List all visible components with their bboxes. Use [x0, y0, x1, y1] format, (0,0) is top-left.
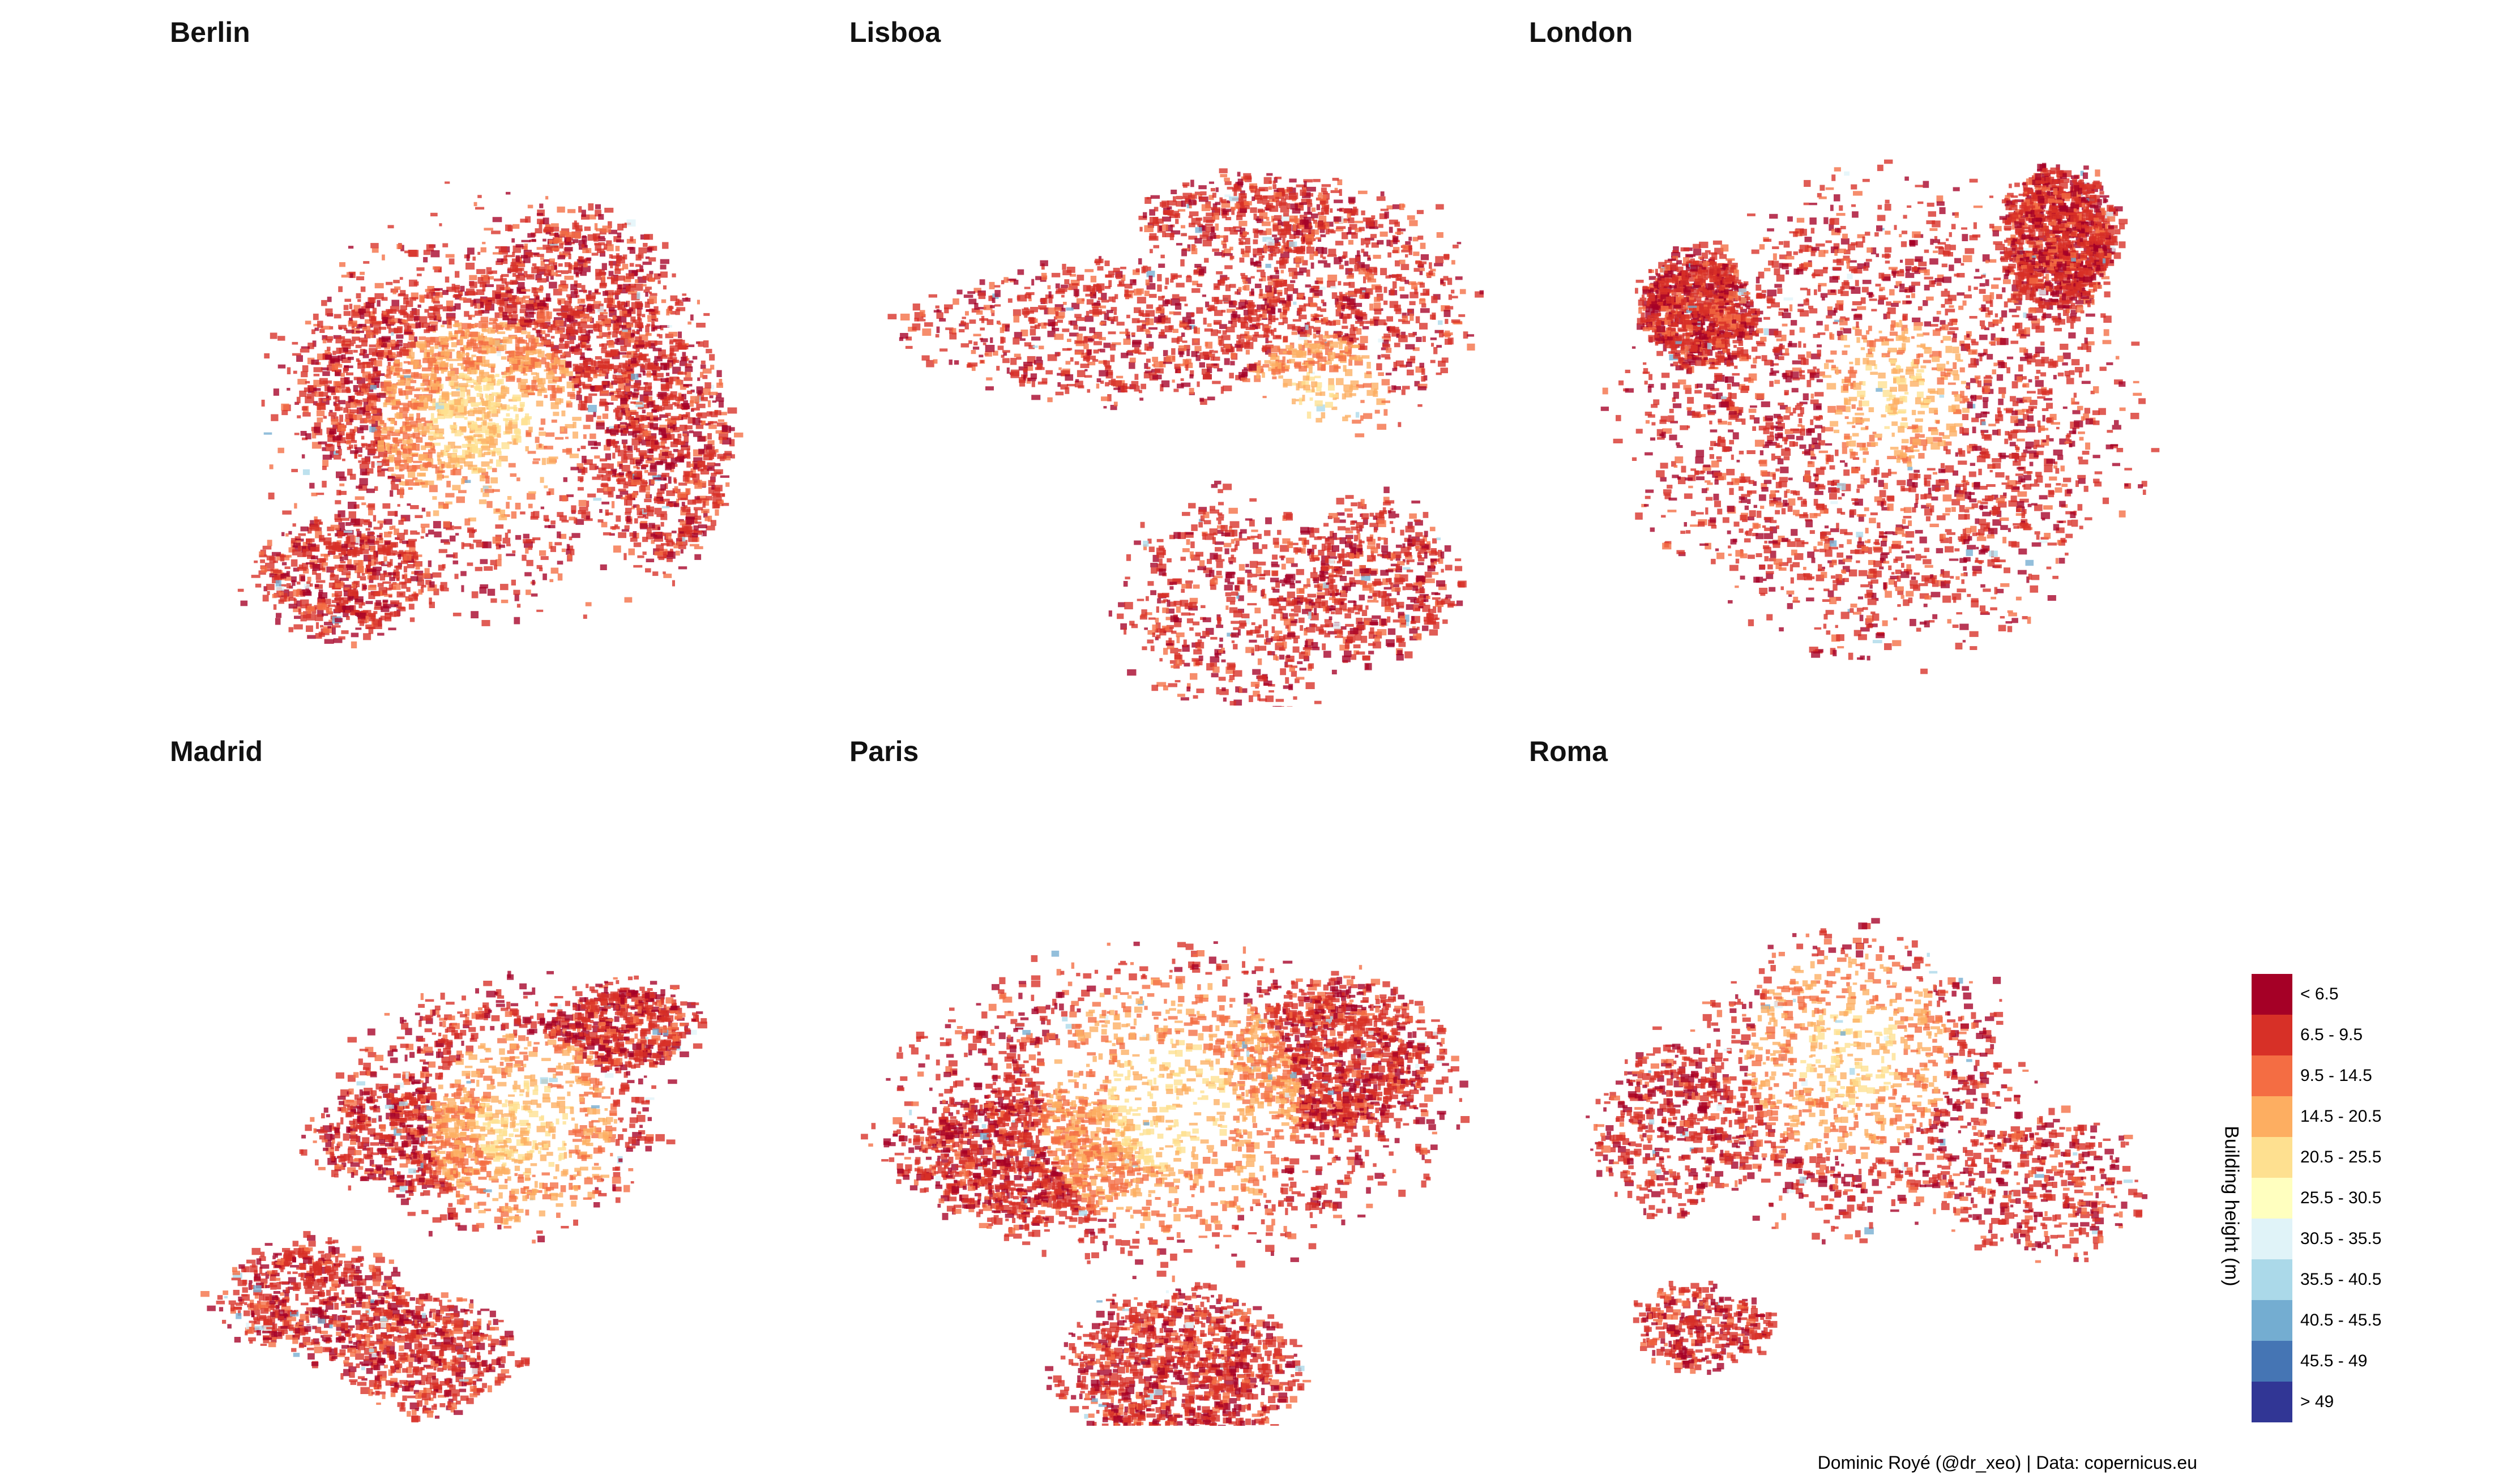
legend-key: < 6.5 — [2252, 974, 2381, 1015]
panel-berlin: Berlin — [170, 16, 804, 707]
building-map-london — [1600, 159, 2160, 674]
legend-key: 40.5 - 45.5 — [2252, 1300, 2381, 1341]
legend-key-label: 30.5 - 35.5 — [2300, 1229, 2381, 1249]
panel-madrid: Madrid — [170, 735, 804, 1426]
legend-swatch — [2252, 1382, 2292, 1422]
legend-key-label: 9.5 - 14.5 — [2300, 1066, 2372, 1085]
legend: Building height (m) < 6.5 6.5 - 9.5 9.5 - … — [2197, 974, 2381, 1438]
legend-swatch — [2252, 1137, 2292, 1178]
legend-key-label: 40.5 - 45.5 — [2300, 1311, 2381, 1330]
legend-key-label: 20.5 - 25.5 — [2300, 1148, 2381, 1167]
building-map-lisboa — [887, 168, 1484, 707]
legend-key-label: < 6.5 — [2300, 985, 2339, 1004]
legend-swatch — [2252, 1178, 2292, 1219]
legend-key-label: 25.5 - 30.5 — [2300, 1189, 2381, 1208]
legend-title-box: Building height (m) — [2217, 974, 2245, 1438]
building-map-madrid — [200, 971, 707, 1423]
panel-title: Paris — [849, 735, 919, 768]
panel-lisboa: Lisboa — [849, 16, 1484, 707]
legend-swatch — [2252, 1096, 2292, 1137]
panel-title: Berlin — [170, 16, 250, 49]
panel-title: Madrid — [170, 735, 263, 768]
legend-swatch — [2252, 1259, 2292, 1300]
legend-key: 9.5 - 14.5 — [2252, 1055, 2381, 1096]
legend-key: 6.5 - 9.5 — [2252, 1015, 2381, 1055]
building-map-paris — [861, 941, 1470, 1426]
legend-key-label: 6.5 - 9.5 — [2300, 1025, 2363, 1045]
legend-key-label: 45.5 - 49 — [2300, 1352, 2367, 1371]
panel-title: London — [1529, 16, 1633, 49]
source-caption: Dominic Royé (@dr_xeo) | Data: copernicu… — [1818, 1452, 2197, 1473]
panel-london: London — [1529, 16, 2163, 707]
legend-swatch — [2252, 1219, 2292, 1259]
legend-key-label: > 49 — [2300, 1392, 2334, 1412]
legend-key: 45.5 - 49 — [2252, 1341, 2381, 1382]
legend-swatch — [2252, 1341, 2292, 1382]
panel-title: Roma — [1529, 735, 1608, 768]
panel-title: Lisboa — [849, 16, 941, 49]
legend-key: 30.5 - 35.5 — [2252, 1219, 2381, 1259]
legend-key: 25.5 - 30.5 — [2252, 1178, 2381, 1219]
building-map-berlin — [237, 181, 744, 648]
panel-roma: Roma — [1529, 735, 2163, 1426]
legend-key: 14.5 - 20.5 — [2252, 1096, 2381, 1137]
legend-key-label: 14.5 - 20.5 — [2300, 1107, 2381, 1126]
legend-key: > 49 — [2252, 1382, 2381, 1422]
legend-swatch — [2252, 1015, 2292, 1055]
legend-swatch — [2252, 1055, 2292, 1096]
legend-title: Building height (m) — [2220, 1126, 2243, 1286]
legend-swatch — [2252, 1300, 2292, 1341]
legend-key: 35.5 - 40.5 — [2252, 1259, 2381, 1300]
legend-keys: < 6.5 6.5 - 9.5 9.5 - 14.5 14.5 - 20.5 20.5 … — [2252, 974, 2381, 1422]
legend-key-label: 35.5 - 40.5 — [2300, 1270, 2381, 1289]
legend-swatch — [2252, 974, 2292, 1015]
building-map-roma — [1586, 918, 2148, 1375]
legend-key: 20.5 - 25.5 — [2252, 1137, 2381, 1178]
panel-paris: Paris — [849, 735, 1484, 1426]
